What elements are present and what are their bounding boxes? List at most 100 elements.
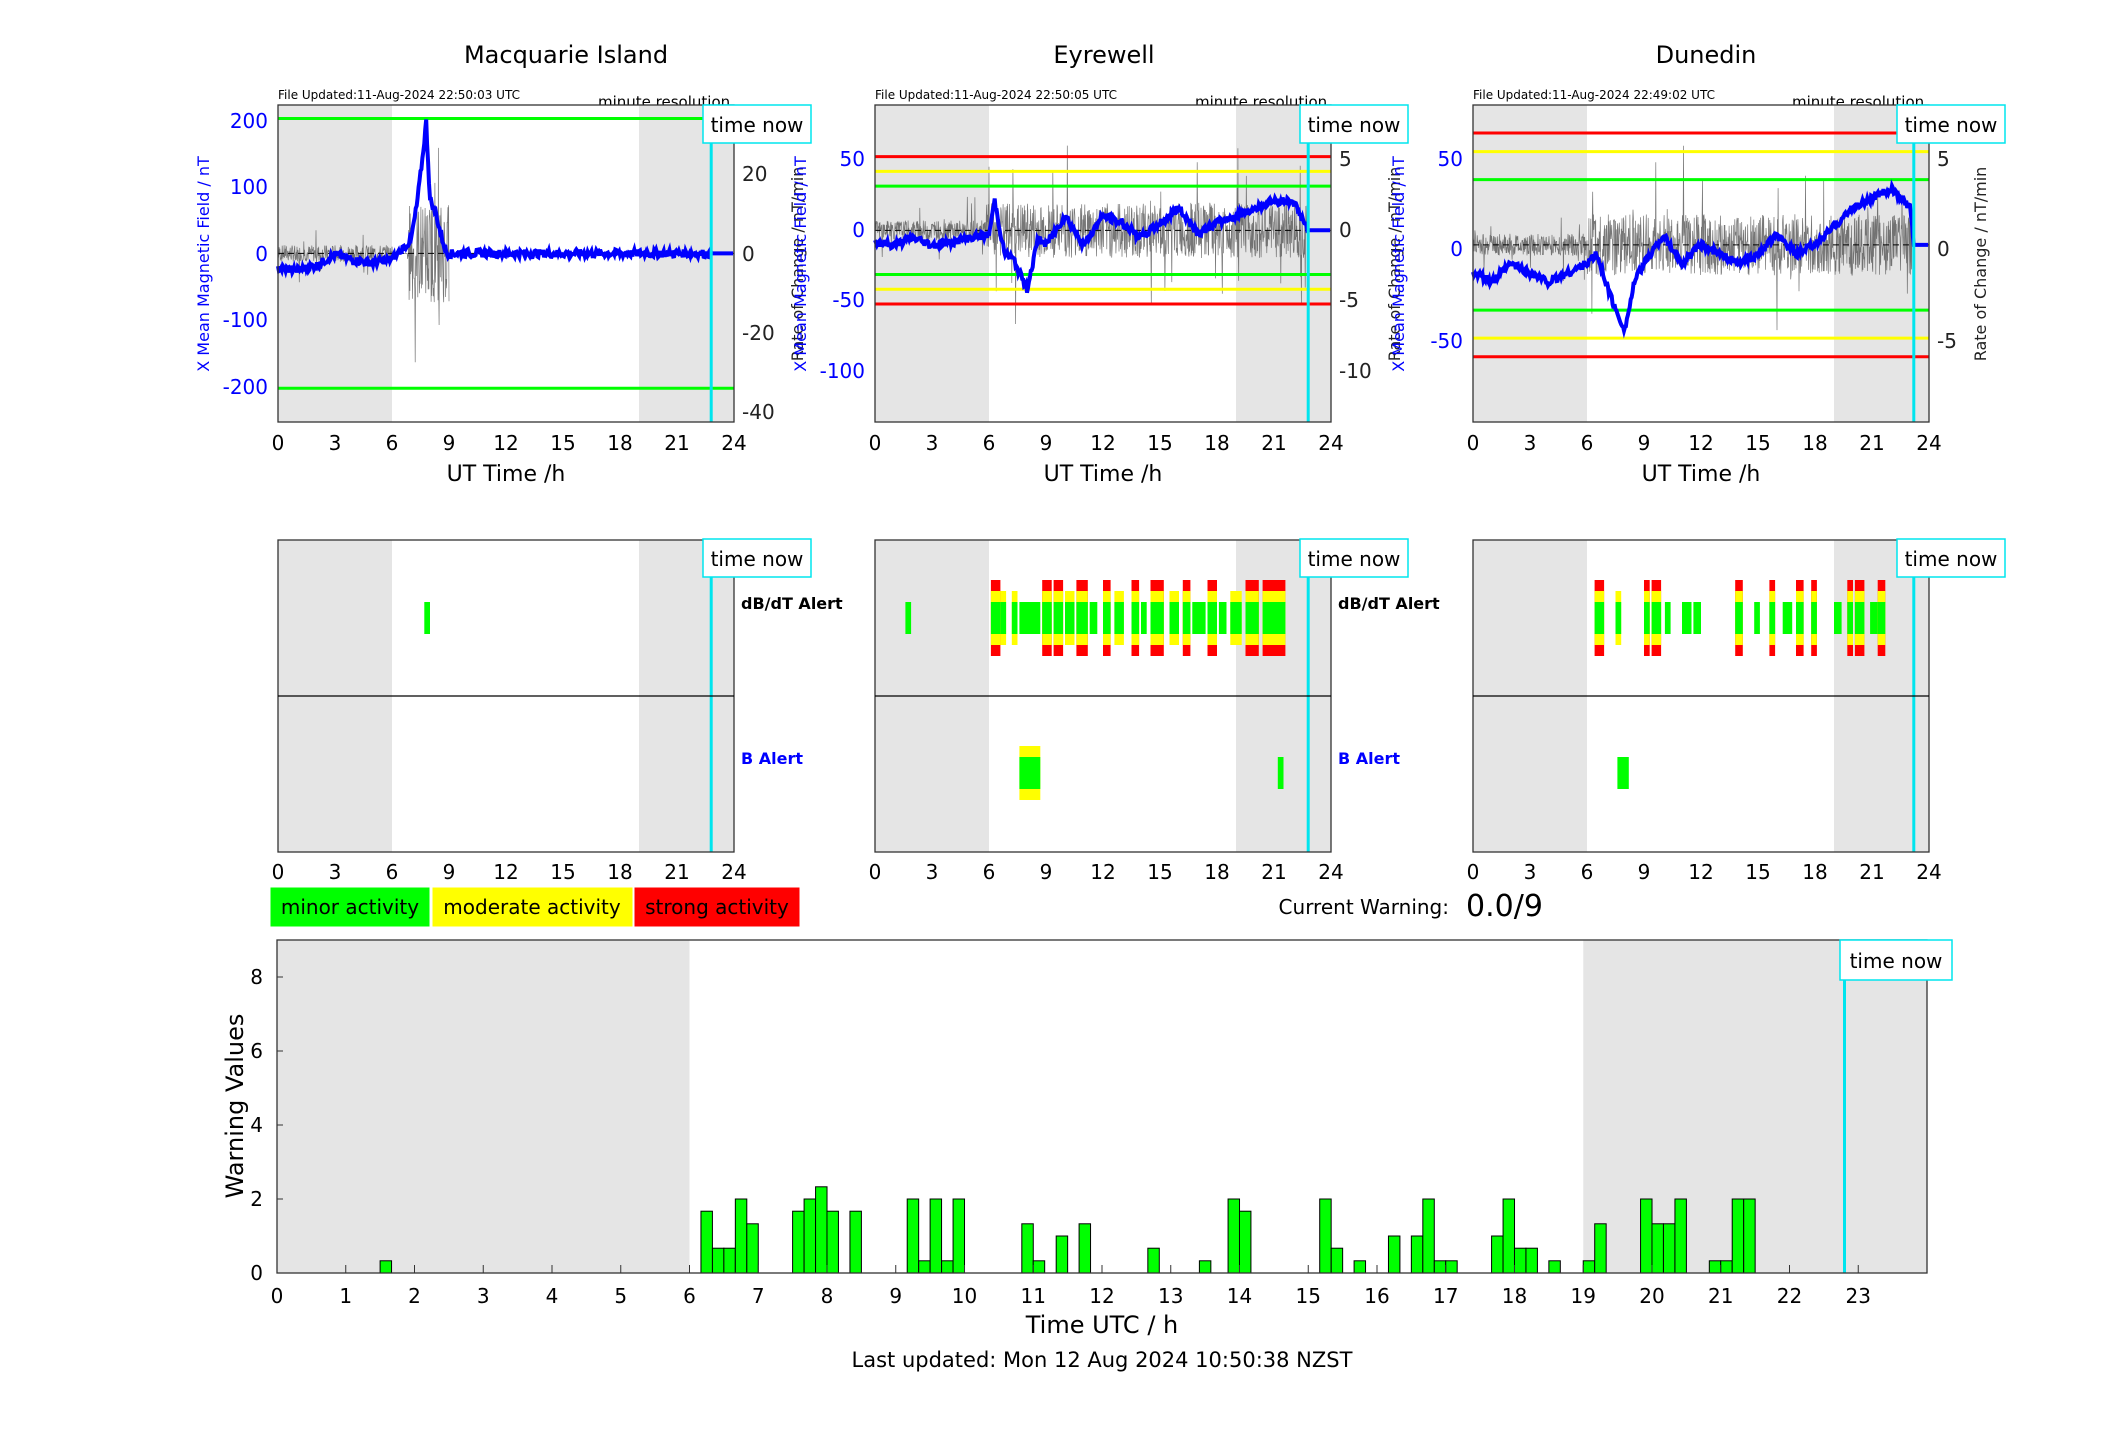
night-shading	[639, 105, 734, 422]
x-tick-label: 3	[1524, 860, 1537, 884]
x-tick-label: 0	[869, 431, 882, 455]
y-tick-label: 0	[1339, 218, 1352, 242]
warning-bar	[792, 1210, 805, 1274]
y-tick-label: 4	[250, 1113, 263, 1137]
x-tick-label: 12	[1090, 860, 1115, 884]
x-mean-field-line	[1471, 179, 1929, 339]
station-title: Eyrewell	[1053, 41, 1154, 69]
alert-block-minor	[1065, 602, 1075, 634]
warning-y-ticks: 0 2 4 6 8	[250, 965, 283, 1285]
magnetic-plot-content	[276, 105, 734, 422]
alert-block-minor	[1103, 602, 1111, 634]
x-tick-label: 8	[821, 1284, 834, 1308]
night-shading	[875, 105, 989, 422]
warning-bar	[1720, 1260, 1733, 1274]
y-tick-label: -40	[742, 400, 775, 424]
alert-block-minor	[1131, 602, 1140, 634]
x-mean-field-line	[873, 192, 1331, 294]
warning-bar	[746, 1223, 759, 1274]
warning-bar	[906, 1198, 920, 1274]
y-tick-label: -200	[223, 375, 268, 399]
x-tick-label: 9	[1638, 860, 1651, 884]
alert-block-minor	[1076, 602, 1088, 634]
legend-label-moderate: moderate activity	[443, 895, 621, 919]
x-tick-label: 20	[1639, 1284, 1664, 1308]
alert-block-minor	[1218, 602, 1227, 634]
warning-bar	[1445, 1260, 1458, 1274]
y-tick-label: 200	[230, 109, 268, 133]
last-updated-text: Last updated: Mon 12 Aug 2024 10:50:38 N…	[852, 1348, 1353, 1372]
x-mean-field-line	[276, 119, 734, 279]
x-tick-label: 24	[1318, 431, 1343, 455]
x-tick-label: 0	[869, 860, 882, 884]
warning-bar	[1513, 1247, 1527, 1274]
warning-bar	[1198, 1260, 1212, 1274]
warning-bar	[1491, 1235, 1504, 1274]
x-tick-label: 6	[1581, 860, 1594, 884]
activity-legend: minor activity moderate activity strong …	[269, 886, 801, 928]
b-alert-label: B Alert	[1338, 749, 1400, 768]
x-tick-label: 0	[272, 860, 285, 884]
y-tick-label: -5	[1339, 288, 1359, 312]
x-tick-label: 10	[952, 1284, 977, 1308]
x-tick-label: 18	[607, 431, 632, 455]
x-tick-label: 6	[1581, 431, 1594, 455]
alert-block-minor	[1693, 602, 1701, 634]
x-tick-label: 5	[614, 1284, 627, 1308]
x-tick-label: 21	[664, 860, 689, 884]
x-ticks: 0 3 6 9 12 15 18 21 24	[869, 431, 1344, 455]
x-ticks: 0 3 6 9 12 15 18 21 24	[272, 431, 747, 455]
warning-x-ticks: 0 1 2 3 4 5 6 7 8 9 10 11 12 13 14 15 16 17 18 19 20 21 22 23	[271, 1265, 1871, 1308]
alert-block-minor	[1617, 757, 1629, 789]
warning-bar	[1548, 1260, 1561, 1274]
x-tick-label: 12	[493, 431, 518, 455]
warning-bar	[1674, 1198, 1687, 1274]
y-tick-label: 0	[255, 242, 268, 266]
alert-block-minor	[1042, 602, 1052, 634]
warning-bar	[1525, 1247, 1538, 1274]
warning-bar	[918, 1260, 931, 1274]
time-now-box: time now	[1299, 538, 1409, 578]
warning-bar	[1502, 1198, 1516, 1274]
left-y-ticks: 50 0 -50	[1430, 147, 1463, 353]
magnetic-plot-content	[1471, 105, 1929, 422]
x-ticks: 0 3 6 9 12 15 18 21 24	[272, 860, 747, 884]
x-tick-label: 9	[443, 431, 456, 455]
y-tick-label: 5	[1339, 147, 1352, 171]
x-tick-label: 3	[926, 860, 939, 884]
x-tick-label: 9	[1040, 431, 1053, 455]
x-tick-label: 6	[386, 860, 399, 884]
warning-bar	[1319, 1198, 1332, 1274]
x-tick-label: 9	[889, 1284, 902, 1308]
right-y-axis-label: Rate of Change / nT/min	[788, 167, 807, 362]
x-tick-label: 12	[1090, 431, 1115, 455]
x-tick-label: 4	[546, 1284, 559, 1308]
alert-block-minor	[905, 602, 912, 634]
alert-block-minor	[1877, 602, 1886, 634]
y-tick-label: -100	[820, 359, 865, 383]
warning-bar	[1353, 1260, 1367, 1274]
x-tick-label: 6	[983, 860, 996, 884]
x-tick-label: 18	[1502, 1284, 1527, 1308]
dbdt-alert-label: dB/dT Alert	[1338, 594, 1440, 613]
y-tick-label: -50	[832, 288, 865, 312]
x-tick-label: 6	[983, 431, 996, 455]
magnetic-plot-content	[873, 105, 1331, 422]
y-tick-label: 100	[230, 175, 268, 199]
y-tick-label: 8	[250, 965, 263, 989]
file-updated-text: File Updated:11-Aug-2024 22:50:05 UTC	[875, 88, 1117, 102]
legend-swatch-moderate	[431, 886, 634, 928]
warning-bar	[1640, 1198, 1653, 1274]
x-tick-label: 6	[683, 1284, 696, 1308]
alert-block-minor	[1150, 602, 1164, 634]
legend-label-minor: minor activity	[281, 895, 419, 919]
x-tick-label: 3	[926, 431, 939, 455]
alert-block-minor	[1000, 602, 1007, 634]
y-tick-label: 0	[250, 1261, 263, 1285]
left-y-axis-label: X Mean Magnetic Field / nT	[791, 156, 810, 372]
time-now-box: time now	[1896, 104, 2006, 144]
warning-bar	[1708, 1260, 1722, 1274]
y-tick-label: 0	[1450, 237, 1463, 261]
x-tick-label: 22	[1777, 1284, 1802, 1308]
warning-bar	[1731, 1198, 1745, 1274]
